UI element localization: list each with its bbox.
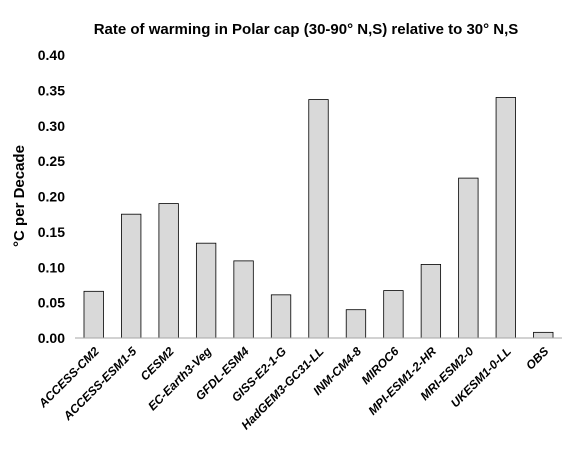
- bar-giss-e2-1-g: [270, 294, 292, 339]
- bar-obs: [533, 331, 554, 339]
- plot-area: 0.000.050.100.150.200.250.300.350.40ACCE…: [35, 47, 562, 432]
- bar-access-cm2: [83, 290, 104, 339]
- y-tick-label: 0.05: [38, 295, 65, 311]
- bar-ec-earth3-veg: [195, 242, 217, 339]
- y-tick-label: 0.30: [38, 118, 65, 134]
- bar-ukesm1-0-ll: [495, 97, 516, 339]
- y-tick-label: 0.15: [38, 224, 65, 240]
- y-tick-label: 0.40: [38, 47, 65, 63]
- bar-access-esm1-5: [121, 213, 142, 339]
- y-tick-label: 0.35: [38, 82, 65, 98]
- bar-inm-cm4-8: [345, 309, 367, 339]
- y-tick-label: 0.20: [38, 189, 65, 205]
- bar-mpi-esm1-2-hr: [420, 264, 442, 339]
- y-tick-label: 0.25: [38, 153, 65, 169]
- x-tick-label: MPI-ESM1-2-HR: [365, 344, 439, 418]
- x-tick-label: OBS: [523, 344, 551, 372]
- bar-hadgem3-gc31-ll: [308, 99, 329, 339]
- y-tick-label: 0.00: [38, 330, 65, 346]
- y-tick-label: 0.10: [38, 259, 65, 275]
- bar-cesm2: [158, 203, 179, 339]
- bar-gfdl-esm4: [233, 260, 254, 339]
- chart-title: Rate of warming in Polar cap (30-90° N,S…: [94, 21, 519, 38]
- bar-miroc6: [383, 290, 404, 339]
- y-axis-title: °C per Decade: [11, 145, 28, 247]
- bar-mri-esm2-0: [458, 177, 479, 339]
